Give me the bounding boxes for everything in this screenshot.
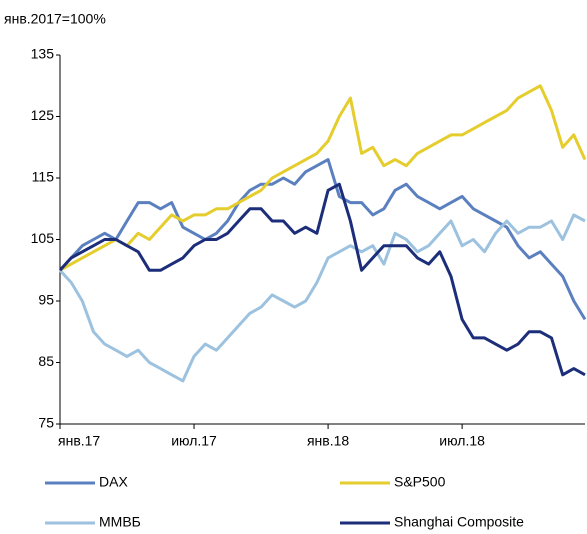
y-tick-label: 125 bbox=[31, 107, 55, 123]
legend-label: ММВБ bbox=[99, 514, 141, 530]
series-line bbox=[58, 158, 587, 321]
series-line bbox=[58, 213, 586, 383]
y-tick-label: 115 bbox=[32, 169, 55, 185]
y-tick-label: 135 bbox=[31, 46, 55, 62]
y-tick-label: 75 bbox=[38, 415, 54, 431]
legend-label: S&P500 bbox=[394, 474, 446, 490]
series-line bbox=[58, 182, 586, 377]
series-line bbox=[59, 84, 587, 272]
x-tick-label: июл.18 bbox=[439, 433, 485, 449]
legend-label: DAX bbox=[99, 474, 128, 490]
x-tick-label: янв.18 bbox=[307, 433, 349, 449]
y-tick-label: 85 bbox=[38, 353, 54, 369]
x-tick-label: янв.17 bbox=[58, 433, 100, 449]
legend-label: Shanghai Composite bbox=[394, 514, 524, 530]
y-axis-label: янв.2017=100% bbox=[4, 11, 106, 27]
y-tick-label: 95 bbox=[38, 292, 54, 308]
y-tick-label: 105 bbox=[31, 230, 55, 246]
x-tick-label: июл.17 bbox=[171, 433, 217, 449]
